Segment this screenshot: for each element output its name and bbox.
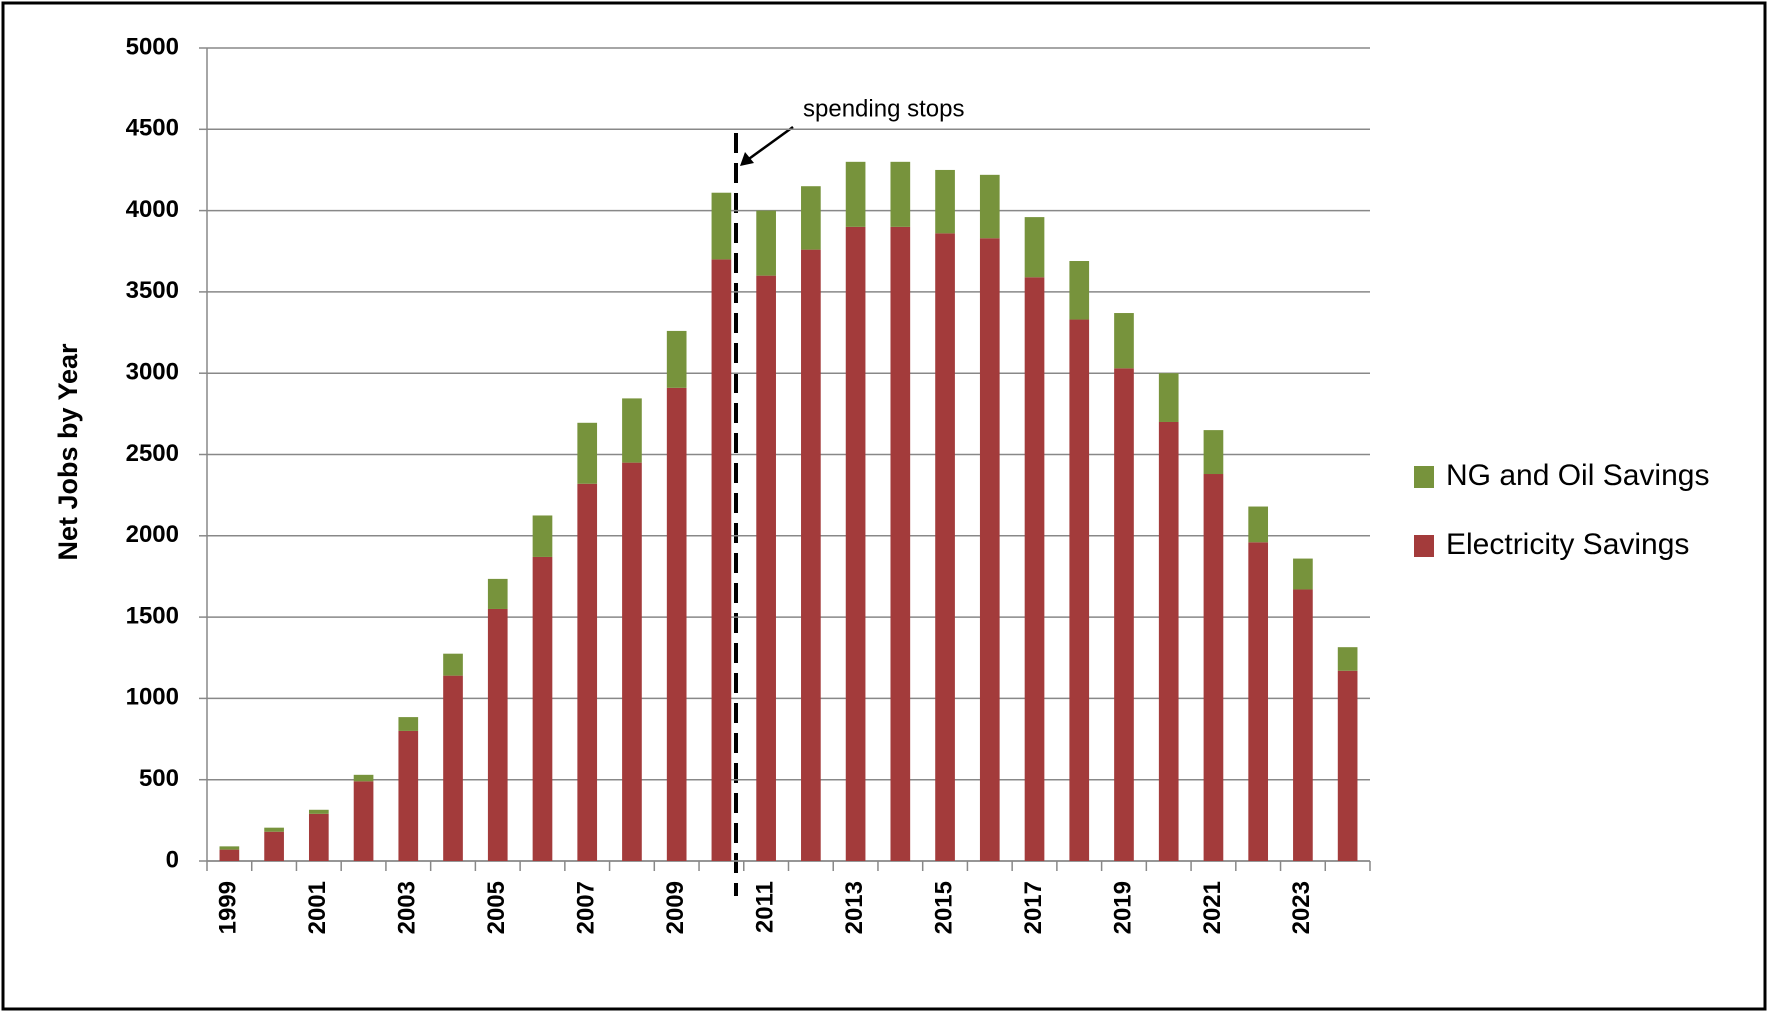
bar-segment (398, 730, 419, 861)
bar-segment (1114, 368, 1134, 861)
x-tick-label: 2005 (483, 881, 510, 934)
bar-segment (577, 483, 598, 861)
x-tick-label: 1999 (215, 881, 242, 934)
y-axis-title: Net Jobs by Year (53, 343, 83, 561)
bar-segment (487, 578, 508, 609)
bar-segment (890, 226, 911, 862)
bar-segment (398, 717, 419, 731)
bar-segment (1158, 373, 1179, 422)
bar-segment (1203, 430, 1224, 475)
bar-segment (1293, 589, 1313, 861)
bar-segment (1024, 217, 1045, 278)
bar-segment (756, 210, 776, 276)
y-tick-label: 3500 (126, 277, 179, 304)
bar-segment (1069, 319, 1090, 861)
bar-segment (219, 849, 240, 861)
x-tick-label: 2017 (1020, 881, 1047, 934)
bar-segment (979, 174, 1000, 239)
bar-segment (443, 675, 463, 861)
bar-segment (353, 781, 374, 861)
bar-segment (666, 387, 687, 861)
bar-segment (1114, 313, 1134, 369)
bar-segment (1337, 670, 1358, 861)
y-tick-label: 4000 (126, 196, 179, 223)
x-tick-label: 2021 (1199, 881, 1226, 934)
bar-segment (711, 259, 732, 861)
x-tick-label: 2011 (751, 881, 778, 933)
annotation-arrow (745, 125, 794, 163)
bar-segment (1069, 261, 1090, 320)
legend-label: NG and Oil Savings (1446, 459, 1709, 492)
bar-segment (1158, 421, 1179, 861)
annotation: spending stops (803, 95, 964, 122)
y-tick-label: 1000 (126, 684, 179, 711)
bar-segment (935, 233, 955, 861)
bar-segment (532, 515, 553, 557)
y-tick-label: 0 (166, 846, 179, 873)
x-tick-label: 2003 (394, 881, 421, 934)
y-tick-label: 2500 (126, 440, 179, 467)
x-tick-label: 2023 (1288, 881, 1315, 934)
bar-segment (353, 774, 374, 782)
bar-segment (264, 827, 284, 832)
x-tick-label: 2019 (1109, 881, 1136, 934)
bar-segment (1337, 647, 1358, 671)
bar-segment (935, 169, 955, 234)
x-tick-label: 2015 (930, 881, 957, 934)
legend-label: Electricity Savings (1446, 528, 1689, 561)
legend-swatch (1414, 535, 1434, 557)
x-tick-label: 2007 (573, 881, 600, 934)
bar-segment (622, 462, 642, 861)
bar-segment (1024, 277, 1045, 861)
bar-segment (1248, 542, 1269, 861)
bar-segment (264, 831, 284, 861)
bar-segment (219, 846, 240, 850)
bar-segment (845, 226, 866, 862)
bar-segment (979, 238, 1000, 861)
y-tick-label: 3000 (126, 359, 179, 386)
bar-segment (532, 556, 553, 861)
bar-segment (1293, 558, 1313, 590)
bar-segment (1248, 506, 1269, 543)
bar-segment (801, 186, 821, 250)
bar-segment (801, 249, 821, 861)
x-tick-label: 2001 (304, 881, 331, 934)
x-tick-label: 2009 (662, 881, 689, 934)
y-tick-label: 5000 (126, 33, 179, 60)
bar-segment (622, 398, 642, 463)
bar-segment (308, 809, 329, 814)
arrow-head (740, 152, 754, 166)
bar-segment (756, 275, 776, 861)
bar-segment (487, 608, 508, 861)
y-tick-label: 500 (139, 765, 179, 792)
bar-segment (666, 330, 687, 388)
plot: 0 500 1000 1500 2000 2500 3000 3500 4000 4500 5000… (126, 33, 1434, 934)
x-tick-label: 2013 (841, 881, 868, 934)
y-tick-label: 4500 (126, 115, 179, 142)
bar-segment (711, 192, 732, 260)
bar-segment (443, 653, 463, 676)
bar-segment (577, 422, 598, 484)
bar-segment (890, 161, 911, 227)
bar-segment (845, 161, 866, 227)
bar-segment (308, 813, 329, 861)
y-tick-label: 2000 (126, 521, 179, 548)
bar-segment (1203, 474, 1224, 861)
y-tick-label: 1500 (126, 602, 179, 629)
legend-swatch (1414, 466, 1434, 488)
